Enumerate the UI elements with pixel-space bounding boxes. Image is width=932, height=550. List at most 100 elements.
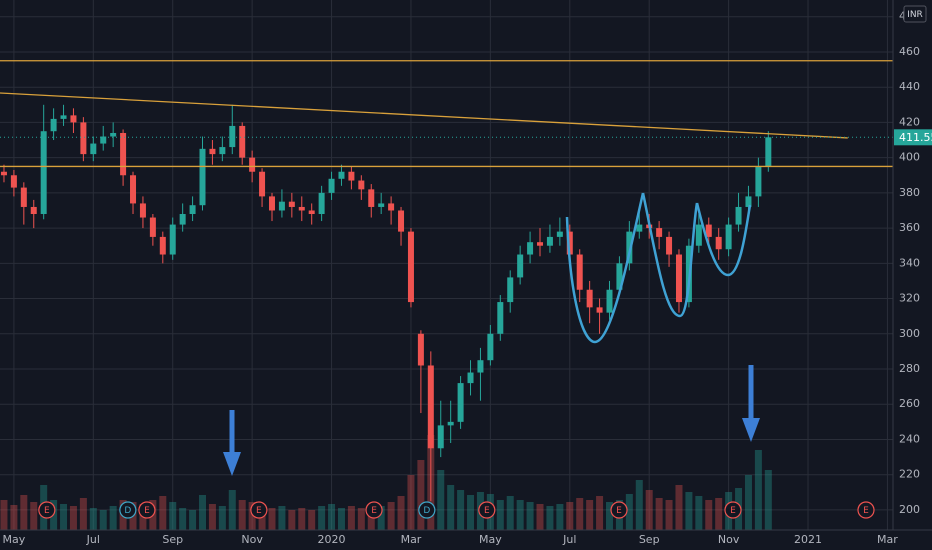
candle-body bbox=[447, 421, 454, 426]
candle-body bbox=[30, 206, 37, 215]
candle-body bbox=[100, 136, 107, 144]
volume-bar bbox=[516, 500, 524, 530]
candle-body bbox=[616, 263, 623, 290]
candle-body bbox=[0, 171, 7, 176]
x-tick-label: May bbox=[479, 533, 502, 546]
volume-bar bbox=[407, 475, 415, 530]
grid bbox=[0, 0, 893, 530]
volume-bar bbox=[159, 496, 167, 530]
event-label: E bbox=[863, 506, 869, 516]
volume-bar bbox=[586, 500, 594, 530]
last-price-label: 411.55 bbox=[899, 131, 932, 144]
candle-body bbox=[70, 115, 77, 123]
candle-body bbox=[229, 125, 236, 148]
candle-body bbox=[537, 242, 544, 246]
volume-bar bbox=[189, 510, 197, 530]
y-tick-label: 380 bbox=[899, 186, 920, 199]
candle-body bbox=[149, 217, 156, 237]
x-tick-label: Mar bbox=[877, 533, 898, 546]
volume-bar bbox=[437, 470, 445, 530]
candle-body bbox=[666, 236, 673, 255]
event-label: E bbox=[44, 506, 50, 516]
candle-body bbox=[725, 224, 732, 250]
volume-bar bbox=[764, 470, 772, 530]
volume-bar bbox=[248, 502, 256, 530]
candle-body bbox=[576, 254, 583, 290]
candle-body bbox=[80, 122, 87, 155]
arrow bbox=[223, 410, 241, 476]
candle-body bbox=[318, 192, 325, 215]
candle-body bbox=[328, 178, 335, 193]
drawings bbox=[223, 192, 760, 476]
volume-bar bbox=[89, 508, 97, 530]
volume-bar bbox=[169, 502, 177, 530]
candle-body bbox=[507, 277, 514, 303]
x-tick-label: Mar bbox=[401, 533, 422, 546]
volume-bar bbox=[218, 506, 226, 530]
volume-bar bbox=[526, 502, 534, 530]
candle-body bbox=[566, 231, 573, 255]
candle-body bbox=[715, 236, 722, 250]
candle-body bbox=[239, 125, 246, 158]
currency-box bbox=[903, 5, 927, 23]
cup-curve bbox=[565, 192, 645, 344]
candle-body bbox=[268, 196, 275, 211]
x-tick-label: 2021 bbox=[794, 533, 822, 546]
candle-body bbox=[308, 210, 315, 215]
candle-body bbox=[765, 137, 772, 167]
candle-body bbox=[596, 307, 603, 313]
candle-body bbox=[40, 131, 47, 215]
candle-body bbox=[159, 236, 166, 255]
candle-body bbox=[189, 205, 196, 215]
candle-body bbox=[755, 166, 762, 197]
event-marker bbox=[119, 501, 137, 519]
candle-body bbox=[219, 147, 226, 155]
event-marker bbox=[38, 501, 56, 519]
candle-body bbox=[199, 148, 206, 206]
event-label: D bbox=[124, 506, 131, 516]
candle-body bbox=[298, 206, 305, 211]
volume-bar bbox=[744, 475, 752, 530]
x-tick-label: Nov bbox=[718, 533, 740, 546]
volume-bar bbox=[635, 480, 643, 530]
candle-body bbox=[110, 132, 117, 137]
candle-body bbox=[745, 196, 752, 207]
volume-bar bbox=[605, 502, 613, 530]
candle-body bbox=[467, 372, 474, 384]
volume-bar bbox=[566, 502, 574, 530]
volume-bar bbox=[675, 485, 683, 530]
volume-bar bbox=[536, 504, 544, 530]
candle-body bbox=[586, 289, 593, 308]
candle-body bbox=[705, 224, 712, 237]
volume-bar bbox=[387, 502, 395, 530]
event-marker bbox=[478, 501, 496, 519]
candle-body bbox=[169, 224, 176, 255]
y-tick-label: 340 bbox=[899, 256, 920, 269]
volume-bar bbox=[308, 510, 316, 530]
event-label: D bbox=[423, 506, 430, 516]
volume-bar bbox=[645, 490, 653, 530]
y-tick-label: 240 bbox=[899, 432, 920, 445]
candle-body bbox=[249, 157, 256, 172]
candle-body bbox=[338, 171, 345, 179]
x-tick-label: Sep bbox=[162, 533, 183, 546]
volume-bar bbox=[328, 504, 336, 530]
cup-curve bbox=[695, 202, 752, 277]
volume-bar bbox=[506, 496, 514, 530]
y-tick-label: 300 bbox=[899, 327, 920, 340]
volume-bar bbox=[625, 494, 633, 530]
candle-body bbox=[60, 115, 67, 119]
y-tick-label: 460 bbox=[899, 45, 920, 58]
candle-body bbox=[90, 143, 97, 155]
y-tick-label: 400 bbox=[899, 151, 920, 164]
volume-bar bbox=[377, 506, 385, 530]
volume-bar bbox=[685, 492, 693, 530]
candle-body bbox=[368, 189, 375, 207]
volume-bar bbox=[0, 500, 8, 530]
volume-bar bbox=[199, 495, 207, 530]
candle-body bbox=[497, 302, 504, 334]
